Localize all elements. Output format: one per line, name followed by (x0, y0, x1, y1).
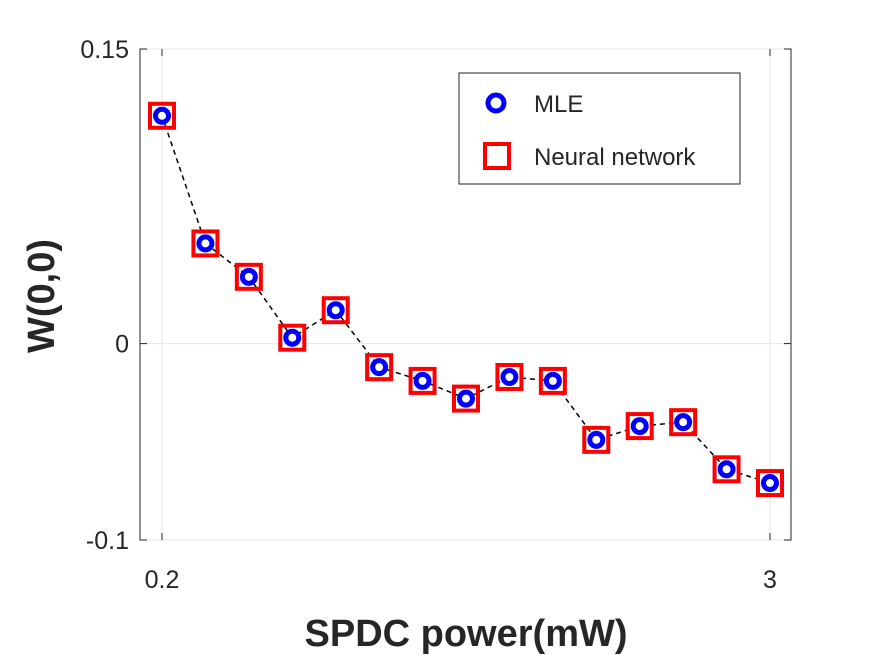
x-axis-label: SPDC power(mW) (305, 613, 628, 655)
marker-layer (148, 101, 784, 498)
neural-network-point (582, 425, 611, 454)
mle-point (457, 389, 475, 408)
mle-point (587, 430, 606, 449)
neural-network-point (278, 323, 307, 352)
mle-point (153, 106, 171, 125)
neural-network-point (234, 262, 263, 291)
neural-network-point (669, 408, 698, 437)
neural-network-point (452, 384, 480, 413)
mle-point (630, 417, 649, 436)
mle-point (283, 328, 302, 347)
neural-network-point (538, 366, 567, 395)
mle-point (326, 301, 345, 320)
y-axis-label: W(0,0) (21, 239, 63, 353)
neural-network-point (756, 469, 784, 498)
neural-network-point (408, 366, 437, 395)
mle-point (717, 460, 736, 479)
neural-network-point (495, 362, 524, 391)
y-tick-label: 0 (115, 331, 129, 359)
x-tick-label: 3 (763, 566, 777, 594)
neural-network-point (148, 101, 176, 130)
mle-point (500, 367, 519, 386)
tick-labels: 0.2 3 -0.1 0 0.15 (80, 36, 777, 594)
mle-point (761, 474, 779, 493)
grid-lines (140, 48, 791, 541)
legend: MLE Neural network (458, 72, 741, 185)
legend-label-neural-network: Neural network (534, 144, 696, 171)
neural-network-point (625, 412, 654, 441)
neural-network-point (365, 353, 394, 382)
mle-point (370, 358, 389, 377)
mle-point (413, 371, 432, 390)
neural-network-point (712, 455, 741, 484)
mle-point (543, 371, 562, 390)
mle-point (239, 267, 258, 286)
neural-network-point (191, 229, 220, 258)
mle-point (674, 413, 693, 432)
axis-ticks (140, 48, 791, 541)
legend-marker-mle (485, 92, 507, 114)
y-tick-label: -0.1 (86, 527, 129, 555)
y-tick-label: 0.15 (80, 36, 129, 64)
legend-box (458, 72, 741, 185)
neural-network-point (321, 296, 350, 325)
legend-label-mle: MLE (534, 91, 583, 118)
mle-point (196, 234, 215, 253)
x-tick-label: 0.2 (145, 566, 180, 594)
legend-marker-neural-network (483, 142, 511, 170)
